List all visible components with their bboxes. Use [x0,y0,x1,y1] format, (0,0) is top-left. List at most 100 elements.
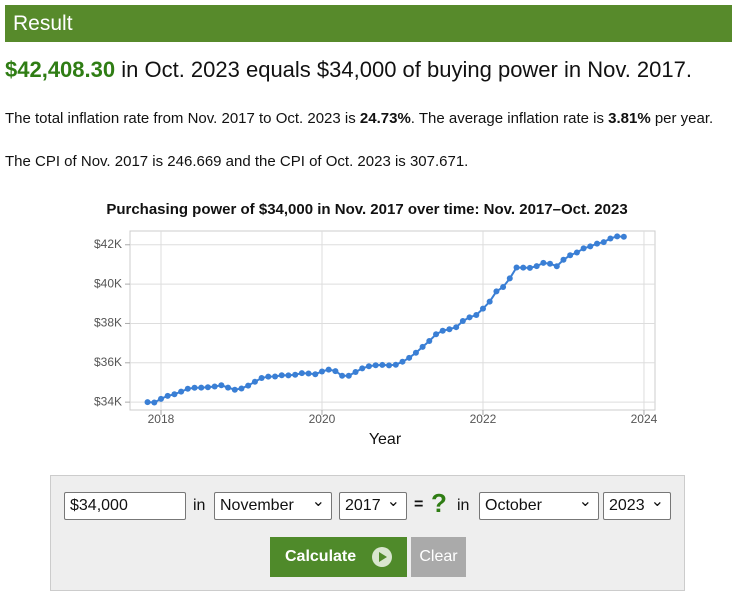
point [520,264,527,271]
avg-rate: 3.81% [608,110,651,127]
play-icon [372,547,392,567]
point [312,371,319,378]
point [533,263,540,270]
text: per year. [650,110,714,127]
point [493,288,500,295]
from-year-select[interactable]: 2017 [339,489,407,520]
y-tick-label: $38K [94,316,122,330]
point [352,368,359,375]
in-label: in [193,497,206,514]
y-tick-label: $40K [94,276,122,290]
point [439,327,446,334]
point [238,385,245,392]
point [506,275,513,282]
point [204,384,211,391]
point [614,233,621,240]
point [473,312,480,319]
point [372,362,379,369]
point [540,259,547,266]
point [218,382,225,389]
point [318,368,325,375]
point [580,245,587,252]
point [486,298,493,305]
result-amount: $42,408.30 [5,57,116,82]
result-header: Result [5,5,732,42]
point [567,252,574,259]
point [345,372,352,379]
point [198,384,205,391]
point [446,326,453,333]
x-axis-title: Year [369,431,402,448]
point [332,368,339,375]
point [231,386,238,393]
x-tick-label: 2022 [470,412,497,426]
cpi-paragraph: The CPI of Nov. 2017 is 246.669 and the … [5,153,469,170]
point [164,392,171,399]
point [325,366,332,373]
point [600,239,607,246]
point [392,361,399,368]
point [607,235,614,242]
point [573,249,580,256]
question-mark: ? [431,488,447,518]
point [151,399,158,406]
point [298,370,305,377]
point [560,256,567,263]
point [500,284,507,291]
line [147,235,624,404]
to-year-select[interactable]: 2023 [603,489,671,520]
x-tick-label: 2018 [148,412,175,426]
point [386,362,393,369]
text: The total inflation rate from Nov. 2017 … [5,110,360,127]
point [359,365,366,372]
point [479,305,486,312]
point [412,349,419,356]
point [191,384,198,391]
point [265,373,272,380]
to-month-select[interactable]: October [479,489,599,520]
point [285,372,292,379]
clear-button[interactable]: Clear [411,537,466,577]
calculate-label: Calculate [285,548,357,565]
point [292,371,299,378]
point [526,264,533,271]
point [178,388,185,395]
x-tick-label: 2020 [309,412,336,426]
point [419,343,426,350]
result-text: in Oct. 2023 equals $34,000 of buying po… [121,57,692,82]
point [211,383,218,390]
point [184,385,191,392]
from-month-select[interactable]: November [214,489,332,520]
in-label: in [457,497,470,514]
y-tick-label: $42K [94,237,122,251]
point [620,233,627,240]
point [594,240,601,247]
point [365,363,372,370]
calculate-button[interactable]: Calculate [270,537,407,577]
point [513,264,520,271]
plot-frame [129,230,656,411]
inflation-paragraph: The total inflation rate from Nov. 2017 … [5,109,725,128]
point [406,354,413,361]
point [245,382,252,389]
point [339,372,346,379]
point [399,358,406,365]
result-line: $42,408.30 in Oct. 2023 equals $34,000 o… [5,57,692,83]
amount-input[interactable]: $34,000 [64,492,186,520]
chart-title: Purchasing power of $34,000 in Nov. 2017… [106,201,627,218]
point [426,338,433,345]
point [225,384,232,391]
text: . The average inflation rate is [410,110,609,127]
point [553,263,560,270]
total-rate: 24.73% [359,110,411,127]
x-tick-label: 2024 [631,412,658,426]
chart: Purchasing power of $34,000 in Nov. 2017… [94,201,658,448]
y-tick-label: $34K [94,394,122,408]
point [157,395,164,402]
point [379,361,386,368]
point [258,375,265,382]
point [272,373,279,380]
point [459,318,466,325]
point [251,378,258,385]
